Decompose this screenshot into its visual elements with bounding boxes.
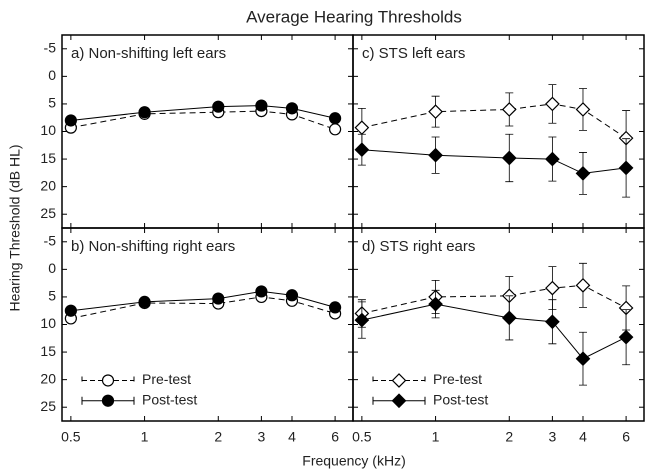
series-line xyxy=(70,290,336,312)
legend-label: Post-test xyxy=(142,391,197,407)
series-line xyxy=(70,110,336,130)
data-point xyxy=(255,99,268,112)
panel-subtitle: d) STS right ears xyxy=(362,238,475,255)
data-point xyxy=(575,166,591,181)
legend-label: Post-test xyxy=(433,391,488,407)
x-tick-label: 0.5 xyxy=(352,429,372,445)
y-tick-label: 25 xyxy=(40,205,56,221)
x-tick-label: 4 xyxy=(288,429,296,445)
x-tick-label: 4 xyxy=(579,429,587,445)
panel-frame xyxy=(61,227,354,422)
panel-frame xyxy=(61,34,354,229)
panel-frame xyxy=(352,34,645,229)
data-point xyxy=(545,96,560,112)
legend-label: Pre-test xyxy=(142,371,191,387)
y-tick-label: -5 xyxy=(44,232,57,248)
legend-marker xyxy=(101,394,115,407)
x-tick-label: 1 xyxy=(141,429,149,445)
x-axis-label: Frequency (kHz) xyxy=(302,453,405,469)
data-point xyxy=(545,151,560,167)
data-point xyxy=(545,314,560,330)
y-tick-label: -5 xyxy=(44,39,57,55)
series-line xyxy=(361,149,627,174)
data-point xyxy=(212,100,225,113)
legend-marker xyxy=(101,374,115,387)
x-tick-label: 2 xyxy=(214,429,222,445)
data-point xyxy=(329,301,342,314)
data-point xyxy=(545,280,560,296)
panel-frame xyxy=(352,227,645,422)
data-point xyxy=(501,310,517,326)
data-point xyxy=(575,278,591,293)
data-point xyxy=(501,150,517,166)
data-point xyxy=(618,160,634,176)
y-tick-label: 0 xyxy=(48,260,56,276)
data-point xyxy=(329,112,342,125)
series-line xyxy=(361,284,627,314)
data-point xyxy=(255,285,268,298)
data-point xyxy=(329,123,342,136)
legend-marker xyxy=(391,373,407,388)
data-point xyxy=(138,106,151,119)
data-point xyxy=(575,351,591,367)
y-tick-label: 5 xyxy=(48,288,56,304)
chart-title: Average Hearing Thresholds xyxy=(246,7,462,26)
series-line xyxy=(361,303,627,360)
data-point xyxy=(138,295,151,308)
data-point xyxy=(428,104,443,119)
y-tick-label: 25 xyxy=(40,398,56,414)
x-tick-label: 3 xyxy=(548,429,556,445)
series-line xyxy=(70,296,336,319)
series-line xyxy=(361,103,627,139)
panel-subtitle: a) Non-shifting left ears xyxy=(71,45,226,62)
data-point xyxy=(428,147,443,163)
y-tick-label: 10 xyxy=(40,122,56,138)
series-line xyxy=(70,105,336,121)
data-point xyxy=(64,114,77,127)
y-tick-label: 0 xyxy=(48,67,56,83)
data-point xyxy=(354,120,370,135)
y-tick-label: 20 xyxy=(40,370,56,386)
y-tick-label: 15 xyxy=(40,343,56,359)
x-tick-label: 2 xyxy=(505,429,513,445)
y-tick-label: 10 xyxy=(40,315,56,331)
data-point xyxy=(575,102,591,117)
data-point xyxy=(212,292,225,305)
x-tick-label: 1 xyxy=(432,429,440,445)
y-tick-label: 15 xyxy=(40,150,56,166)
data-point xyxy=(501,102,517,117)
x-tick-label: 3 xyxy=(257,429,265,445)
data-point xyxy=(428,296,443,312)
data-point xyxy=(618,329,634,345)
data-point xyxy=(354,312,370,328)
data-point xyxy=(285,289,299,302)
y-tick-label: 5 xyxy=(48,95,56,111)
legend-marker xyxy=(391,393,407,409)
x-tick-label: 6 xyxy=(331,429,339,445)
x-tick-label: 6 xyxy=(622,429,630,445)
y-tick-label: 20 xyxy=(40,177,56,193)
data-point xyxy=(64,304,77,317)
data-point xyxy=(285,102,299,115)
panel-subtitle: b) Non-shifting right ears xyxy=(71,238,235,255)
y-axis-label: Hearing Threshold (dB HL) xyxy=(7,144,23,311)
data-point xyxy=(354,142,370,158)
legend-label: Pre-test xyxy=(433,371,482,387)
panel-subtitle: c) STS left ears xyxy=(362,45,465,62)
x-tick-label: 0.5 xyxy=(61,429,81,445)
